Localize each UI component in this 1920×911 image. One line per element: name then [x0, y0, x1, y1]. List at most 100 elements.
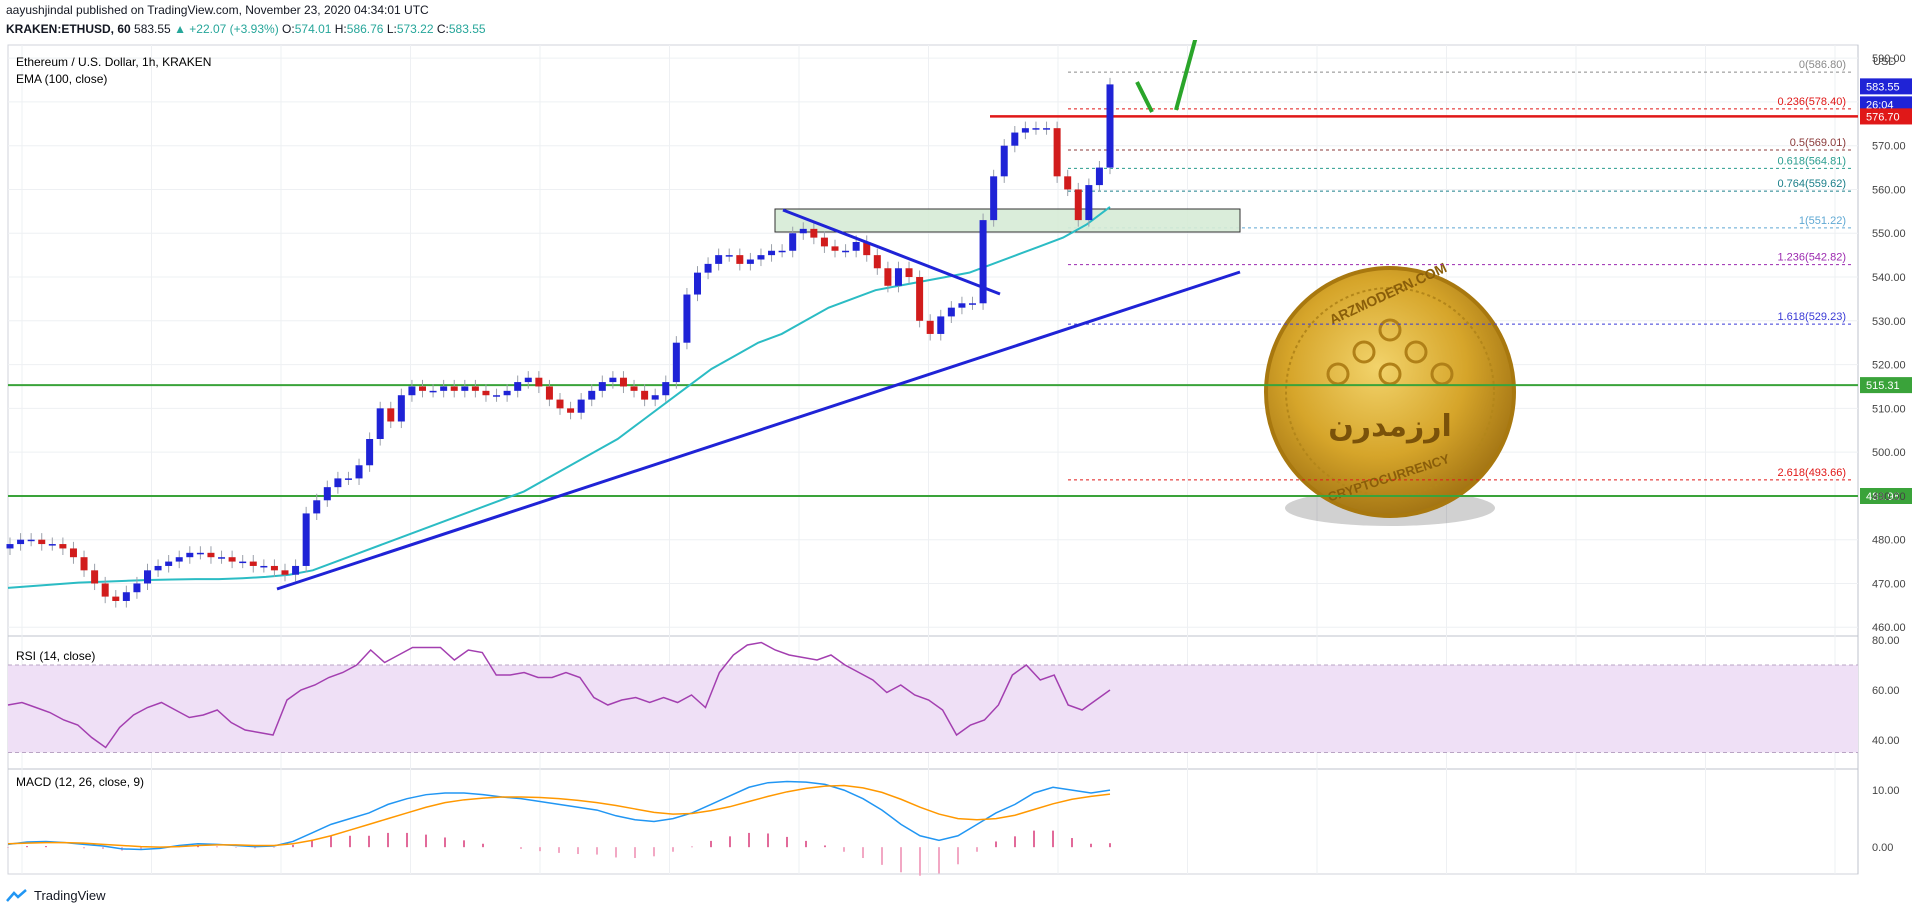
candle	[38, 539, 46, 545]
candle	[313, 500, 321, 514]
candle	[778, 250, 786, 253]
candle	[80, 557, 88, 571]
fib-label: 0.5(569.01)	[1790, 137, 1846, 149]
candle	[704, 263, 712, 273]
candle	[746, 259, 754, 264]
candle	[535, 377, 543, 387]
candle	[218, 557, 226, 559]
y-tick-label: 530.00	[1872, 316, 1906, 328]
candle	[334, 478, 342, 488]
candle	[228, 557, 236, 562]
chart-area[interactable]: Ethereum / U.S. Dollar, 1h, KRAKEN EMA (…	[0, 40, 1920, 885]
rsi-label: RSI (14, close)	[16, 649, 95, 663]
candle	[609, 377, 617, 383]
macd-tick-label: 0.00	[1872, 842, 1893, 854]
ohlc-open: O:574.01	[282, 22, 332, 36]
candle	[154, 565, 162, 571]
candle	[471, 386, 479, 391]
support-zone-box	[774, 208, 1241, 233]
candle	[694, 272, 701, 295]
falling-trend-line[interactable]	[782, 208, 1001, 296]
rising-trend-line[interactable]	[276, 270, 1241, 591]
y-tick-label: 520.00	[1872, 360, 1906, 372]
candle	[196, 552, 204, 555]
candle	[937, 316, 945, 334]
candle	[1043, 128, 1051, 130]
candle	[577, 399, 585, 413]
candle	[884, 268, 892, 286]
candle	[59, 544, 67, 549]
candle	[842, 250, 850, 253]
macd-tick-label: 10.00	[1872, 785, 1900, 797]
candle	[186, 552, 194, 558]
candle	[863, 242, 871, 256]
candle	[6, 544, 14, 549]
y-tick-label: 550.00	[1872, 228, 1906, 240]
candle	[598, 382, 606, 391]
candle	[641, 390, 649, 400]
rsi-tick-label: 80.00	[1872, 635, 1900, 647]
candle	[651, 395, 659, 400]
candle	[482, 390, 490, 396]
candle	[493, 395, 501, 397]
y-tick-label: 540.00	[1872, 272, 1906, 284]
candle	[302, 513, 310, 566]
candle	[133, 583, 141, 593]
fib-label: 0.618(564.81)	[1778, 155, 1847, 167]
last-price: 583.55	[134, 22, 171, 36]
ohlc-close: C:583.55	[436, 22, 486, 36]
price-tag-label: 576.70	[1866, 111, 1900, 123]
publisher-line: aayushjindal published on TradingView.co…	[6, 3, 429, 17]
candle	[101, 583, 109, 597]
fibonacci-levels: 0(586.80) 0.236(578.40) 0.5(569.01) 0.618(5…	[1068, 59, 1852, 481]
rsi-line	[7, 641, 1111, 749]
coin-watermark: ARZMODERN.COM ارزمدرن CRYPTOCURRENCY	[1264, 259, 1516, 526]
axis-ticks: 460.00 470.00 480.00 490.00 500.00 510.00 520.…	[1872, 53, 1906, 854]
candle	[408, 386, 416, 396]
fib-label: 0.236(578.40)	[1778, 96, 1847, 108]
candle	[366, 439, 374, 466]
level-tag-label: 515.31	[1866, 380, 1900, 392]
candle	[440, 386, 448, 391]
candle	[281, 570, 289, 575]
main-pane-title: Ethereum / U.S. Dollar, 1h, KRAKEN	[16, 55, 211, 69]
candle	[239, 561, 247, 564]
ohlc-low: L:573.22	[386, 22, 434, 36]
ema-line	[7, 206, 1111, 589]
footer-brand[interactable]: TradingView	[6, 888, 106, 903]
candle	[588, 390, 596, 400]
signal-path	[7, 784, 1111, 848]
fib-label: 0(586.80)	[1799, 59, 1846, 71]
candle	[207, 552, 215, 558]
candle	[736, 255, 744, 264]
candle	[757, 255, 765, 260]
candle	[630, 386, 638, 391]
candle	[249, 561, 257, 566]
price-tag-label: 583.55	[1866, 81, 1900, 93]
candle	[122, 592, 130, 601]
candle	[419, 386, 426, 391]
currency-label: USD	[1873, 56, 1896, 68]
candle	[1032, 128, 1040, 130]
price-tag	[1860, 108, 1912, 125]
candle	[1106, 84, 1114, 168]
y-tick-label: 570.00	[1872, 141, 1906, 153]
candle	[175, 557, 183, 562]
candle	[344, 478, 352, 480]
symbol-label: KRAKEN:ETHUSD, 60	[6, 22, 131, 36]
candle	[387, 408, 395, 422]
candle	[820, 237, 828, 247]
y-tick-label: 590.00	[1872, 53, 1906, 65]
candle	[683, 294, 691, 343]
candle	[852, 242, 860, 251]
projection-dip-line	[1135, 81, 1154, 113]
candle	[323, 487, 331, 501]
candle	[429, 390, 437, 393]
candle	[376, 408, 384, 439]
y-tick-label: 470.00	[1872, 578, 1906, 590]
y-tick-label: 560.00	[1872, 184, 1906, 196]
fib-label: 1.618(529.23)	[1778, 311, 1847, 323]
candle	[1011, 132, 1019, 146]
fib-label: 1(551.22)	[1799, 215, 1846, 227]
